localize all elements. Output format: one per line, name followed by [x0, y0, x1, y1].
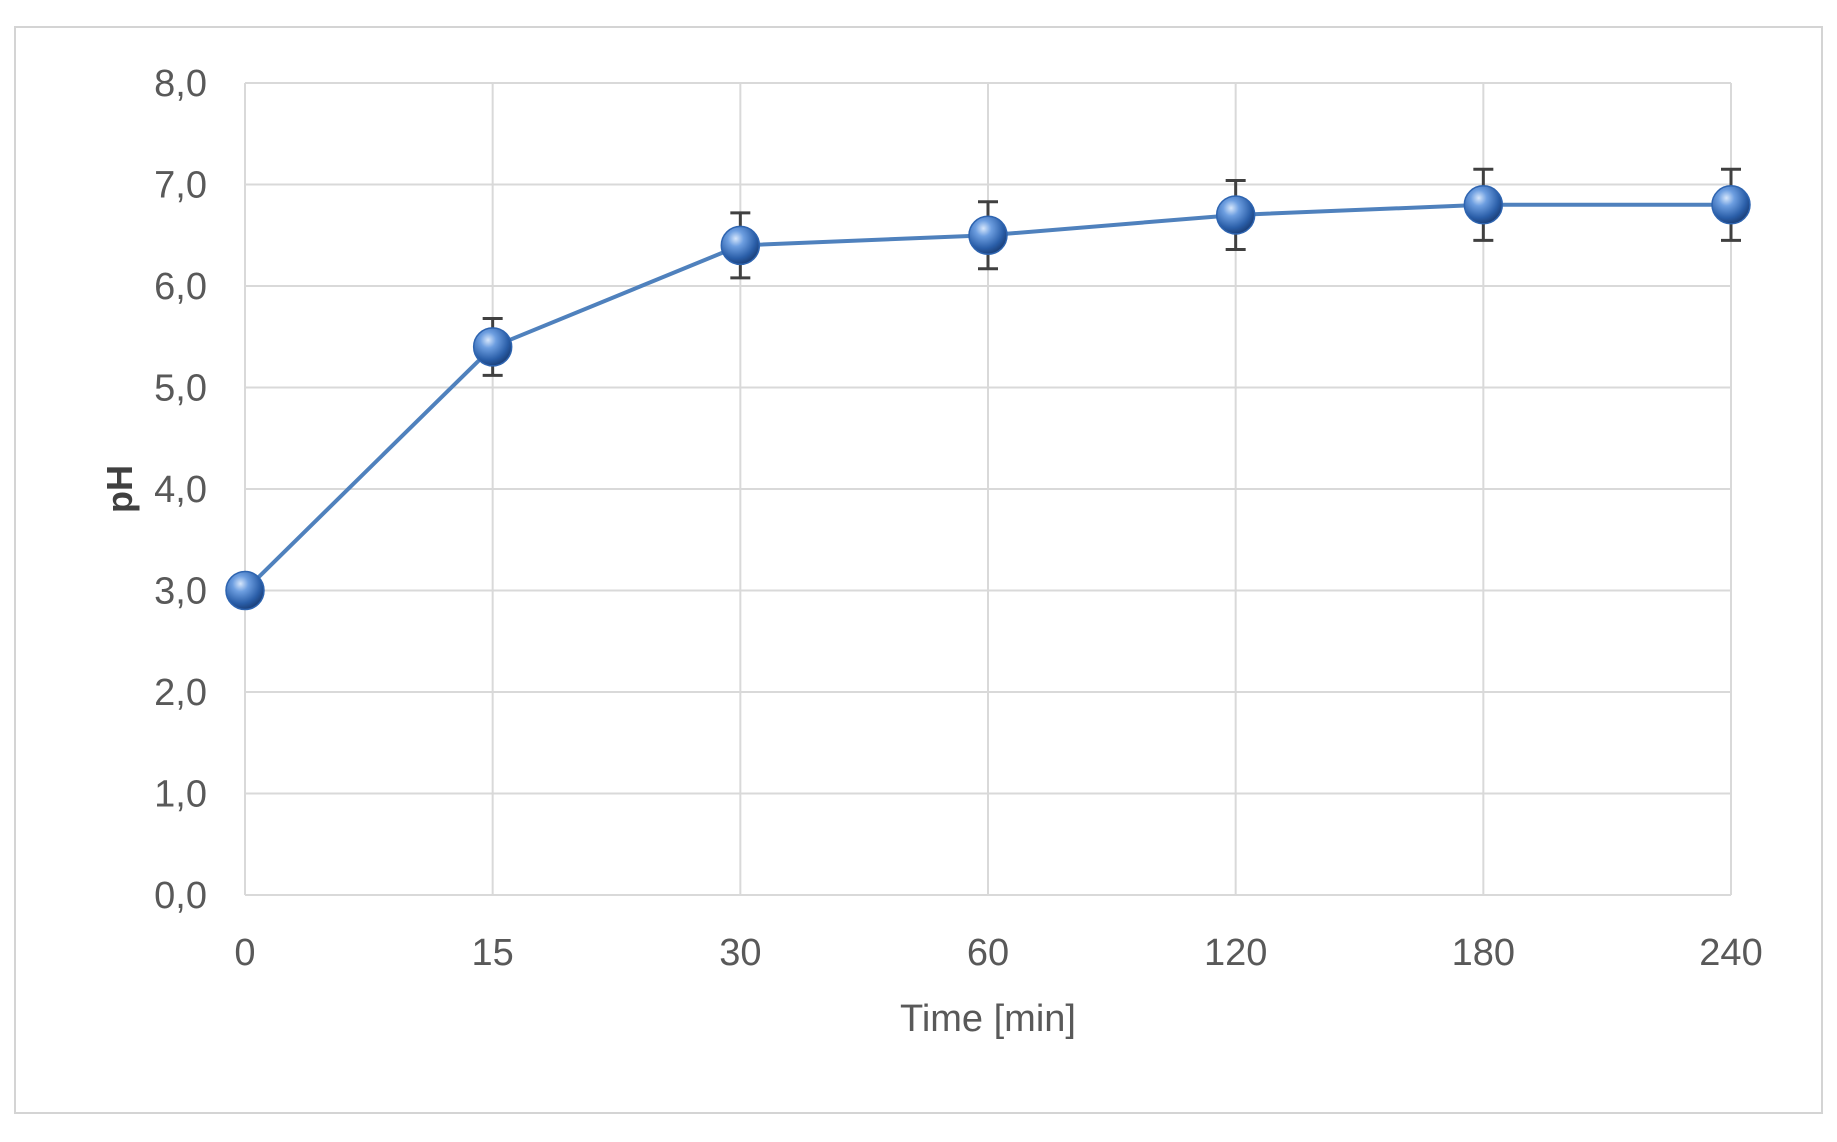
- data-point: [225, 570, 265, 611]
- data-point: [720, 225, 761, 266]
- y-axis-title: pH: [99, 465, 140, 513]
- data-points: [225, 185, 1751, 611]
- x-tick-label: 0: [234, 932, 255, 974]
- chart-frame: [14, 26, 1823, 1114]
- x-tick-label: 180: [1452, 932, 1515, 974]
- x-axis-title: Time [min]: [900, 998, 1076, 1040]
- y-tick-labels: 0,0 1,0 2,0 3,0 4,0 5,0 6,0 7,0 8,0: [154, 63, 207, 917]
- data-point: [1463, 185, 1504, 225]
- x-tick-labels: 0 15 30 60 120 180 240: [234, 932, 1762, 974]
- y-tick-label: 1,0: [154, 774, 207, 816]
- y-tick-label: 5,0: [154, 368, 207, 410]
- y-tick-label: 8,0: [154, 63, 207, 105]
- y-tick-label: 2,0: [154, 672, 207, 714]
- data-point: [472, 327, 513, 367]
- y-tick-label: 7,0: [154, 165, 207, 207]
- y-tick-label: 6,0: [154, 266, 207, 308]
- data-point: [1215, 195, 1256, 235]
- x-tick-label: 15: [472, 932, 514, 974]
- x-tick-label: 30: [719, 932, 761, 974]
- data-point: [1711, 185, 1751, 225]
- y-tick-label: 4,0: [154, 469, 207, 511]
- x-tick-label: 240: [1699, 932, 1762, 974]
- x-tick-label: 60: [967, 932, 1009, 974]
- x-tick-label: 120: [1204, 932, 1267, 974]
- y-tick-label: 3,0: [154, 571, 207, 613]
- y-tick-label: 0,0: [154, 875, 207, 917]
- data-point: [968, 215, 1008, 255]
- error-bars: [482, 167, 1741, 377]
